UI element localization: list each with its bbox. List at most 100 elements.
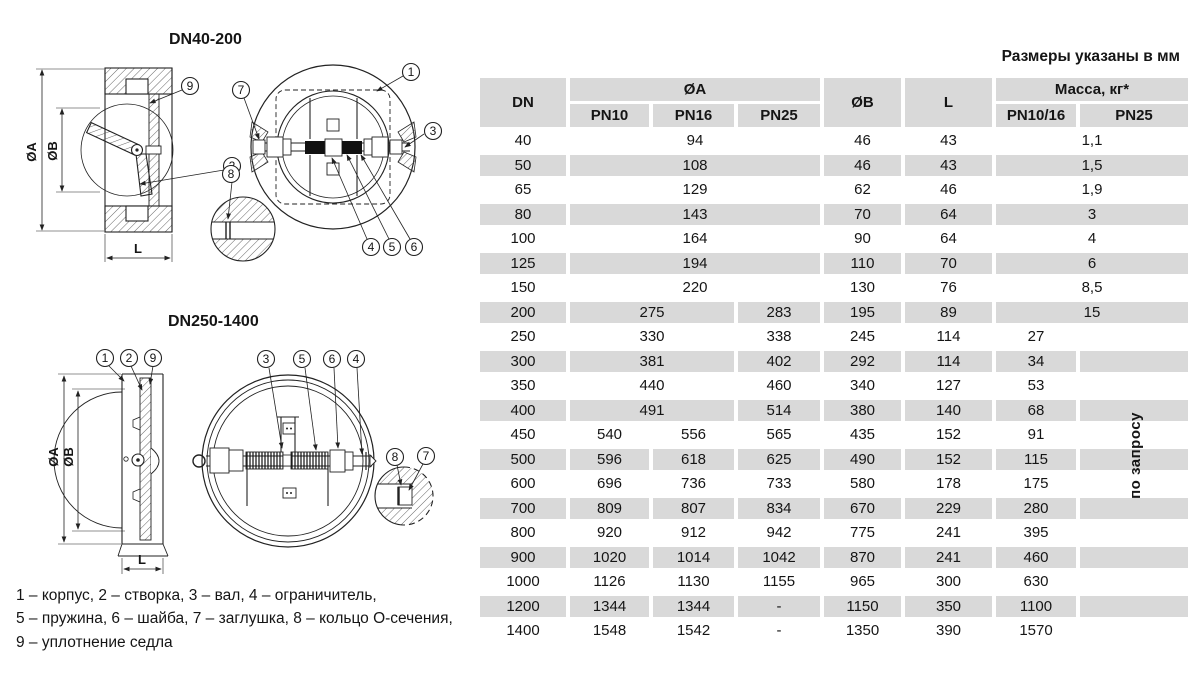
svg-text:6: 6: [411, 240, 418, 254]
top-callout-4: 4: [331, 157, 381, 257]
cell-mass: 1100: [996, 595, 1076, 617]
dimensions-table: DN ØA ØB L Масса, кг* PN10 PN16 PN25 PN1…: [476, 75, 1192, 645]
table-row: 900 1020 1014 1042 870 241 460: [480, 546, 1188, 568]
top-callout-1: 1: [376, 62, 421, 92]
cell-diameter-a: 283: [738, 301, 820, 323]
cell-mass: 1,9: [996, 179, 1188, 201]
legend-line-3: 9 – уплотнение седла: [16, 633, 173, 651]
cell-l: 64: [905, 203, 992, 225]
cell-diameter-b: 870: [824, 546, 901, 568]
svg-text:3: 3: [263, 352, 270, 366]
cell-diameter-b: 380: [824, 399, 901, 421]
cell-diameter-a: 625: [738, 448, 820, 470]
cell-mass-on-request: [1080, 620, 1188, 642]
cell-dn: 100: [480, 228, 566, 250]
table-body: 40 94 46 43 1,1 50 108 46 43 1,5 65 129 62 46 1,9 80 143…: [480, 130, 1188, 642]
cell-l: 114: [905, 326, 992, 348]
cell-dn: 700: [480, 497, 566, 519]
svg-text:2: 2: [126, 351, 133, 365]
cell-mass-on-request: [1080, 473, 1188, 495]
table-row: 100 164 90 64 4: [480, 228, 1188, 250]
cell-diameter-a: 1344: [570, 595, 649, 617]
cell-diameter-a: 920: [570, 522, 649, 544]
col-header-mass: Масса, кг*: [996, 78, 1188, 101]
cell-diameter-a: 942: [738, 522, 820, 544]
svg-text:4: 4: [368, 240, 375, 254]
cell-l: 43: [905, 130, 992, 152]
bottom-front-view: 3 5 6 4: [192, 349, 377, 548]
top-front-view: 1 3 7 4: [231, 62, 443, 257]
cell-diameter-a: 696: [570, 473, 649, 495]
top-dim-label-l: L: [134, 241, 142, 256]
cell-diameter-b: 130: [824, 277, 901, 299]
table-row: 300 381 402 292 114 34: [480, 350, 1188, 372]
cell-mass: 27: [996, 326, 1076, 348]
cell-mass: 8,5: [996, 277, 1188, 299]
table-row: 400 491 514 380 140 68: [480, 399, 1188, 421]
cell-diameter-b: 245: [824, 326, 901, 348]
cell-mass: 280: [996, 497, 1076, 519]
cell-dn: 900: [480, 546, 566, 568]
top-detail-view: 8: [210, 164, 276, 262]
svg-text:9: 9: [187, 79, 194, 93]
drawing-top-title: DN40-200: [169, 31, 242, 48]
col-header-diameter-a: ØA: [570, 78, 820, 101]
svg-text:5: 5: [299, 352, 306, 366]
cell-diameter-a: 460: [738, 375, 820, 397]
cell-mass: 1,1: [996, 130, 1188, 152]
table-row: 65 129 62 46 1,9: [480, 179, 1188, 201]
top-callout-5: 5: [346, 154, 402, 257]
svg-text:1: 1: [408, 65, 415, 79]
top-dim-label-b: ØB: [45, 141, 60, 161]
top-callout-3: 3: [404, 121, 443, 148]
cell-diameter-a: 1542: [653, 620, 734, 642]
top-callout-6: 6: [360, 154, 424, 257]
cell-diameter-a: 565: [738, 424, 820, 446]
cell-diameter-b: 110: [824, 252, 901, 274]
cell-l: 241: [905, 546, 992, 568]
cell-mass-on-request: [1080, 399, 1188, 421]
cell-diameter-a: 338: [738, 326, 820, 348]
svg-text:3: 3: [430, 124, 437, 138]
cell-diameter-a: 1548: [570, 620, 649, 642]
cell-l: 229: [905, 497, 992, 519]
cell-diameter-a: 1014: [653, 546, 734, 568]
table-row: 800 920 912 942 775 241 395: [480, 522, 1188, 544]
table-row: 600 696 736 733 580 178 175: [480, 473, 1188, 495]
cell-diameter-a: 912: [653, 522, 734, 544]
cell-mass-on-request: [1080, 571, 1188, 593]
cell-diameter-a: 330: [570, 326, 734, 348]
cell-l: 152: [905, 448, 992, 470]
svg-text:9: 9: [150, 351, 157, 365]
svg-text:5: 5: [389, 240, 396, 254]
bottom-callout-4: 4: [346, 349, 366, 455]
cell-mass: 15: [996, 301, 1188, 323]
cell-l: 89: [905, 301, 992, 323]
cell-mass: 1,5: [996, 154, 1188, 176]
cell-dn: 300: [480, 350, 566, 372]
cell-dn: 800: [480, 522, 566, 544]
cell-diameter-b: 775: [824, 522, 901, 544]
cell-diameter-a: 129: [570, 179, 820, 201]
cell-mass-on-request: [1080, 448, 1188, 470]
cell-diameter-b: 90: [824, 228, 901, 250]
legend-line-2: 5 – пружина, 6 – шайба, 7 – заглушка, 8 …: [16, 610, 453, 628]
table-row: 1400 1548 1542-1350 390 1570: [480, 620, 1188, 642]
bottom-callout-2: 2: [119, 348, 143, 391]
col-header-mass-pn25: PN25: [1080, 104, 1188, 127]
cell-diameter-a: 733: [738, 473, 820, 495]
svg-text:1: 1: [102, 351, 109, 365]
cell-diameter-b: 292: [824, 350, 901, 372]
table-row: 250 330 338 245 114 27: [480, 326, 1188, 348]
cell-mass: 91: [996, 424, 1076, 446]
cell-l: 390: [905, 620, 992, 642]
cell-diameter-b: 1350: [824, 620, 901, 642]
drawing-bottom: ØA ØB L 1 2: [46, 348, 436, 574]
cell-diameter-b: 490: [824, 448, 901, 470]
cell-diameter-a: 596: [570, 448, 649, 470]
table-row: 50 108 46 43 1,5: [480, 154, 1188, 176]
cell-diameter-a: 514: [738, 399, 820, 421]
cell-diameter-a: 275: [570, 301, 734, 323]
cell-diameter-a: 194: [570, 252, 820, 274]
top-callout-9: 9: [149, 76, 200, 104]
